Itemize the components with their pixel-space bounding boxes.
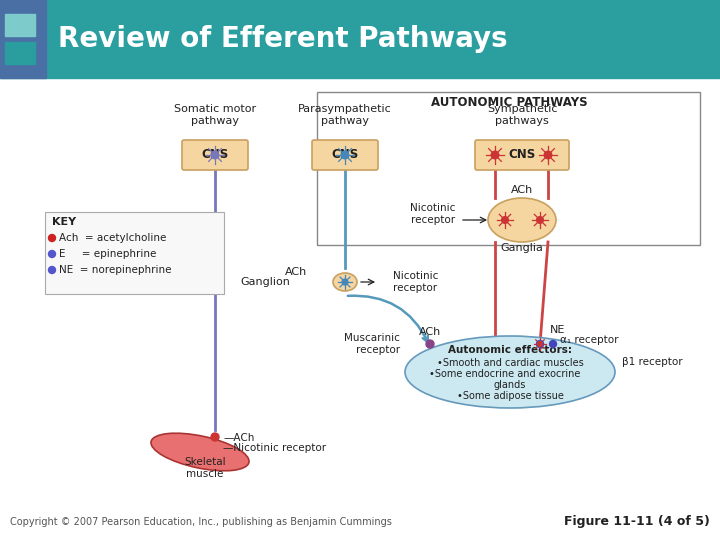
Text: Ach  = acetylcholine: Ach = acetylcholine [59,233,166,243]
Text: CNS: CNS [508,148,536,161]
Text: Somatic motor
pathway: Somatic motor pathway [174,104,256,126]
Circle shape [211,151,219,159]
Text: ACh: ACh [284,267,307,277]
Text: E     = epinephrine: E = epinephrine [59,249,156,259]
Circle shape [48,234,55,241]
Circle shape [342,279,348,285]
Text: Copyright © 2007 Pearson Education, Inc., publishing as Benjamin Cummings: Copyright © 2007 Pearson Education, Inc.… [10,517,392,527]
Text: Ganglion: Ganglion [240,277,290,287]
Ellipse shape [151,433,249,471]
Text: Sympathetic
pathways: Sympathetic pathways [487,104,557,126]
FancyBboxPatch shape [475,140,569,170]
Text: ACh: ACh [419,327,441,337]
Text: CNS: CNS [202,148,229,161]
Circle shape [549,341,557,348]
Text: KEY: KEY [52,217,76,227]
FancyBboxPatch shape [182,140,248,170]
Text: CNS: CNS [331,148,359,161]
Text: NE: NE [550,325,566,335]
Circle shape [48,251,55,258]
Text: glands: glands [494,380,526,390]
Circle shape [341,151,348,159]
Ellipse shape [333,273,357,291]
Bar [5,42,35,64]
Circle shape [211,433,219,441]
Bar [317,92,700,245]
Circle shape [48,267,55,273]
Circle shape [536,341,544,348]
Bar [0,0,46,78]
Text: Nicotinic
receptor: Nicotinic receptor [410,203,455,225]
Text: Ganglia: Ganglia [500,243,544,253]
Text: α₁ receptor: α₁ receptor [560,335,618,345]
Bar [5,14,35,36]
Text: •Some adipose tissue: •Some adipose tissue [456,391,564,401]
Bar [0,0,720,78]
Text: Muscarinic
receptor: Muscarinic receptor [344,333,400,355]
Circle shape [491,151,499,159]
FancyBboxPatch shape [312,140,378,170]
FancyArrowPatch shape [348,296,428,342]
Circle shape [502,217,508,224]
Text: ACh: ACh [511,185,533,195]
Circle shape [544,151,552,159]
Text: Review of Efferent Pathways: Review of Efferent Pathways [58,25,508,53]
Ellipse shape [488,198,556,242]
Circle shape [426,340,434,348]
Text: NE  = norepinephrine: NE = norepinephrine [59,265,171,275]
Text: —Nicotinic receptor: —Nicotinic receptor [223,443,326,453]
Text: Nicotinic
receptor: Nicotinic receptor [393,271,438,293]
Ellipse shape [405,336,615,408]
Text: Skeletal
muscle: Skeletal muscle [184,457,226,479]
Text: Autonomic effectors:: Autonomic effectors: [448,345,572,355]
Circle shape [536,217,544,224]
Text: •Some endocrine and exocrine: •Some endocrine and exocrine [429,369,581,379]
Text: —ACh: —ACh [223,433,254,443]
Text: Parasympathetic
pathway: Parasympathetic pathway [298,104,392,126]
Text: AUTONOMIC PATHWAYS: AUTONOMIC PATHWAYS [431,96,588,109]
Text: β1 receptor: β1 receptor [622,357,683,367]
Text: •Smooth and cardiac muscles: •Smooth and cardiac muscles [436,358,583,368]
Circle shape [537,341,543,347]
Text: Figure 11-11 (4 of 5): Figure 11-11 (4 of 5) [564,516,710,529]
FancyBboxPatch shape [45,212,224,294]
